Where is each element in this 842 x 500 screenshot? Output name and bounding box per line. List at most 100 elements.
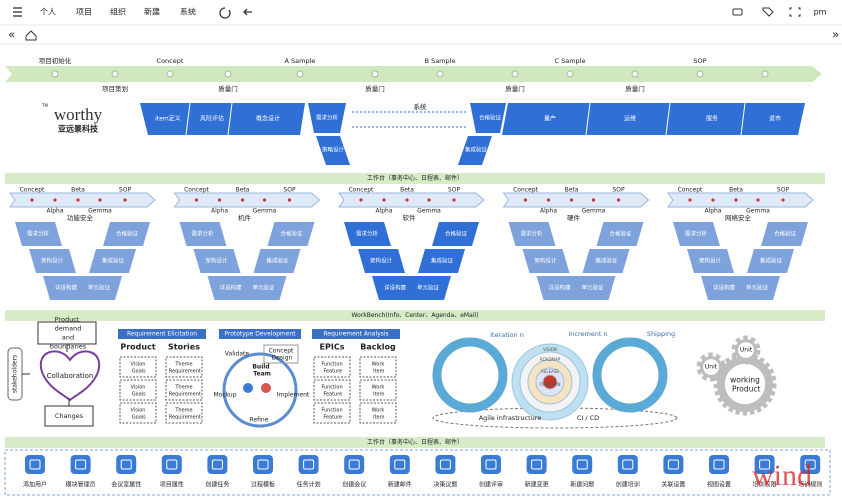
v-right-box — [582, 249, 630, 273]
toolbar-label[interactable]: 任务计划 — [297, 481, 321, 489]
v-step: 合格验证 — [445, 230, 468, 238]
toolbar-label[interactable]: 创建任务 — [205, 481, 229, 489]
card — [165, 356, 203, 378]
toolbar-icon[interactable] — [161, 455, 182, 474]
toolbar-icon[interactable] — [663, 455, 684, 474]
toolbar-glyph — [713, 459, 725, 470]
toolbar-label[interactable]: 培训规则 — [798, 481, 822, 489]
back-icon[interactable] — [243, 8, 252, 16]
toolbar-label[interactable]: 项目属性 — [160, 481, 184, 489]
toolbar-label[interactable]: 过程模板 — [251, 481, 275, 489]
nav-item[interactable]: 系统 — [180, 7, 196, 17]
toolbar-glyph — [622, 459, 634, 470]
toolbar-icon[interactable] — [526, 455, 547, 474]
v-right-box — [75, 276, 122, 300]
toolbar-icon[interactable] — [435, 455, 456, 474]
v-dot — [123, 198, 127, 202]
v-dot — [359, 198, 363, 202]
toolbar-icon[interactable] — [25, 455, 45, 474]
gate: 质量门 — [625, 84, 645, 93]
v-left-box — [358, 249, 405, 273]
toolbar-label[interactable]: 培训权限 — [753, 481, 777, 489]
v-title: 网络安全 — [725, 213, 752, 222]
process-system: 系统 — [414, 102, 428, 111]
v-dot — [781, 198, 785, 202]
process-v-right — [470, 103, 506, 133]
toolbar-label[interactable]: 创建培训 — [616, 481, 640, 489]
toolbar-label[interactable]: 视图设置 — [707, 481, 731, 489]
toolbar-label[interactable]: 会议室属性 — [111, 481, 141, 489]
toolbar-icon[interactable] — [389, 455, 410, 474]
toolbar-label[interactable]: 添加用户 — [23, 481, 47, 489]
toolbar-icon[interactable] — [481, 455, 501, 474]
gate: 质量门 — [505, 84, 525, 93]
loop-label: Increment n — [568, 330, 607, 338]
loop-inner-label: VISION — [543, 347, 557, 352]
menu-icon[interactable] — [13, 7, 22, 17]
v-right-box — [596, 222, 644, 246]
process-step: 合格验证 — [479, 114, 502, 122]
toolbar-label[interactable]: 新建问题 — [570, 481, 594, 489]
toolbar-icon[interactable] — [800, 455, 821, 474]
home-icon[interactable] — [25, 30, 37, 41]
toolbar-label[interactable]: 创建评审 — [479, 481, 503, 489]
v-step: 集成验证 — [760, 257, 783, 265]
toolbar-label[interactable]: 新建邮件 — [388, 481, 412, 489]
separator — [227, 102, 233, 136]
car-icon[interactable] — [732, 8, 743, 16]
toolbar-label[interactable]: 模块管理员 — [66, 481, 96, 489]
v-step: 单元验证 — [581, 284, 604, 292]
nav-item[interactable]: 组织 — [110, 7, 126, 17]
card — [359, 402, 397, 424]
toolbar-icon[interactable] — [344, 455, 365, 474]
nav-item[interactable]: 项目 — [76, 8, 92, 17]
v-left-box — [344, 222, 391, 246]
toolbar-icon[interactable] — [709, 455, 729, 474]
v-right-box — [761, 222, 808, 246]
v-right-box — [253, 249, 301, 273]
section-title: 工作台（事务中心、日程表、邮件） — [367, 174, 463, 182]
v-step: 合格验证 — [280, 230, 303, 238]
refresh-icon[interactable] — [219, 7, 231, 19]
toolbar-icon[interactable] — [617, 455, 638, 474]
toolbar-icon[interactable] — [116, 455, 137, 474]
collapse-left[interactable]: « — [8, 28, 15, 42]
working-product: working Product — [730, 376, 761, 394]
loop-inner-label: RELEASE — [541, 369, 559, 374]
connector — [22, 344, 70, 406]
v-left-box — [15, 222, 62, 246]
toolbar-icon[interactable] — [754, 455, 775, 474]
v-dot — [546, 198, 551, 202]
nav-item[interactable]: 个人 — [40, 8, 56, 17]
v-right-box — [747, 249, 794, 273]
v-phase: Beta — [565, 187, 579, 194]
toolbar-label[interactable]: 决策议题 — [433, 481, 457, 489]
toolbar-label[interactable]: 创建会议 — [342, 481, 366, 489]
user-menu[interactable]: pm — [814, 8, 827, 17]
section-bar — [5, 173, 825, 184]
toolbar-glyph — [303, 459, 315, 470]
nav-item[interactable]: 新建 — [144, 7, 160, 17]
v-phase: SOP — [119, 187, 132, 194]
toolbar-icon[interactable] — [207, 455, 228, 474]
v-step: 架构设计 — [534, 257, 557, 265]
section-bar — [5, 437, 825, 448]
tag-icon[interactable] — [762, 7, 774, 17]
toolbar-label[interactable]: 新建变更 — [525, 481, 549, 489]
v-step: 详设构建 — [219, 284, 242, 292]
toolbar-icon[interactable] — [572, 455, 593, 474]
fullscreen-icon[interactable] — [789, 7, 801, 17]
process-concept — [140, 103, 305, 135]
toolbar-icon[interactable] — [298, 455, 319, 474]
toolbar-label[interactable]: 关联设置 — [661, 481, 685, 489]
v-dot — [523, 198, 528, 202]
v-phase: Beta — [729, 187, 743, 194]
v-subphase: Gemma — [88, 208, 112, 215]
timeline-dot — [111, 70, 119, 78]
timeline-dot — [696, 70, 704, 78]
toolbar-icon[interactable] — [253, 455, 273, 474]
collapse-right[interactable]: » — [832, 28, 839, 42]
toolbar-glyph — [211, 459, 223, 470]
prototype-step: Build Team — [251, 363, 271, 377]
toolbar-icon[interactable] — [70, 455, 91, 474]
